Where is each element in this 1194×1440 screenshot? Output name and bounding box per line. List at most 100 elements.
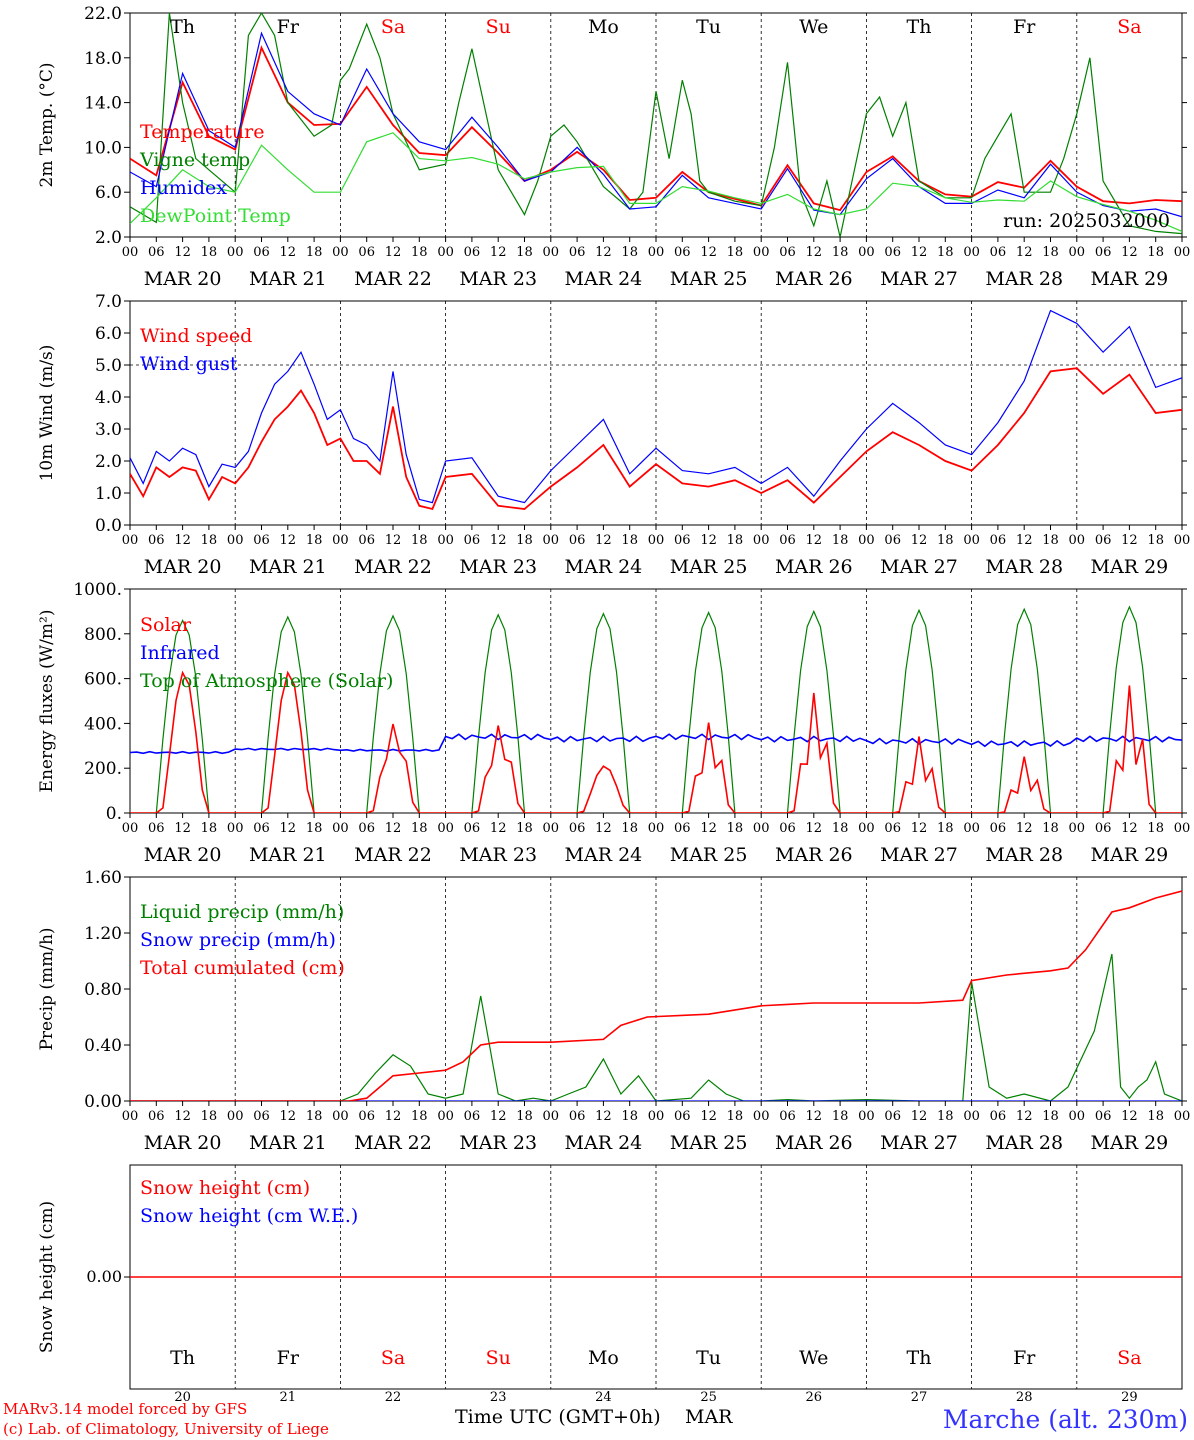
x-date-label: MAR 22: [354, 556, 432, 578]
x-tick-label: 12: [700, 533, 717, 548]
x-date-label: MAR 25: [670, 1132, 748, 1154]
legend-entry: Wind gust: [140, 353, 238, 375]
x-tick-label: 00: [543, 1109, 560, 1124]
legend-entry: Liquid precip (mm/h): [140, 901, 344, 923]
x-tick-label: 12: [490, 533, 507, 548]
x-tick-label: 00: [648, 533, 665, 548]
y-tick-label: 200.: [84, 759, 122, 779]
x-tick-label: 06: [1095, 533, 1112, 548]
day-number-label: 29: [1121, 1390, 1138, 1405]
x-tick-label: 18: [516, 1109, 533, 1124]
x-tick-label: 00: [227, 1109, 244, 1124]
y-tick-label: 22.0: [84, 4, 122, 24]
weekday-label: Sa: [1117, 1347, 1141, 1369]
series-line-toa: [130, 605, 1182, 813]
legend-entry: Vigne temp: [139, 149, 250, 171]
x-tick-label: 06: [148, 533, 165, 548]
x-tick-label: 00: [858, 821, 875, 836]
x-date-label: MAR 28: [985, 556, 1063, 578]
x-tick-label: 00: [227, 533, 244, 548]
x-tick-label: 18: [1042, 821, 1059, 836]
x-date-label: MAR 28: [985, 1132, 1063, 1154]
legend-entry: Snow height (cm W.E.): [140, 1205, 358, 1227]
x-tick-label: 00: [1069, 821, 1086, 836]
x-date-label: MAR 27: [880, 1132, 958, 1154]
x-tick-label: 12: [280, 821, 297, 836]
run-label: run: 2025032000: [1003, 210, 1170, 232]
x-tick-label: 18: [516, 245, 533, 260]
x-tick-label: 00: [858, 245, 875, 260]
x-tick-label: 12: [280, 245, 297, 260]
y-tick-label: 800.: [84, 625, 122, 645]
x-tick-label: 12: [595, 1109, 612, 1124]
x-date-label: MAR 29: [1091, 1132, 1169, 1154]
x-date-label: MAR 25: [670, 556, 748, 578]
series-line-temperature: [130, 45, 1182, 212]
x-tick-label: 06: [674, 821, 691, 836]
weekday-label: We: [799, 1347, 828, 1369]
x-tick-label: 12: [806, 245, 823, 260]
series-line-liquid-precip-mm-h-: [130, 953, 1182, 1101]
y-tick-label: 1.20: [84, 924, 122, 944]
x-tick-label: 18: [832, 821, 849, 836]
x-date-label: MAR 21: [249, 844, 327, 866]
y-tick-label: 0.00: [86, 1267, 122, 1286]
day-number-label: 23: [490, 1390, 507, 1405]
x-tick-label: 00: [1069, 245, 1086, 260]
x-tick-label: 00: [437, 533, 454, 548]
legend-entry: DewPoint Temp: [140, 205, 291, 227]
x-tick-label: 12: [385, 245, 402, 260]
x-tick-label: 18: [1147, 1109, 1164, 1124]
x-tick-label: 18: [1147, 821, 1164, 836]
x-tick-label: 12: [490, 245, 507, 260]
x-tick-label: 18: [201, 1109, 218, 1124]
weekday-label: Th: [907, 16, 932, 38]
x-tick-label: 06: [569, 245, 586, 260]
x-tick-label: 06: [674, 1109, 691, 1124]
x-tick-label: 06: [674, 245, 691, 260]
x-tick-label: 06: [253, 821, 270, 836]
x-tick-label: 06: [358, 821, 375, 836]
x-date-label: MAR 28: [985, 268, 1063, 290]
x-tick-label: 12: [1016, 245, 1033, 260]
x-tick-label: 06: [464, 1109, 481, 1124]
x-tick-label: 06: [884, 821, 901, 836]
x-tick-label: 06: [569, 1109, 586, 1124]
x-tick-label: 18: [1042, 533, 1059, 548]
x-tick-label: 12: [1016, 821, 1033, 836]
x-tick-label: 00: [648, 245, 665, 260]
x-tick-label: 12: [806, 533, 823, 548]
x-tick-label: 06: [148, 1109, 165, 1124]
x-tick-label: 00: [332, 533, 349, 548]
x-date-label: MAR 20: [144, 268, 222, 290]
y-tick-label: 0.0: [95, 516, 122, 536]
x-tick-label: 12: [385, 533, 402, 548]
month-label: MAR: [685, 1406, 733, 1428]
x-tick-label: 06: [990, 533, 1007, 548]
x-tick-label: 12: [595, 821, 612, 836]
day-number-label: 22: [385, 1390, 402, 1405]
day-number-label: 21: [280, 1390, 297, 1405]
x-tick-label: 06: [884, 533, 901, 548]
series-line-solar: [130, 670, 1182, 813]
legend-entry: Snow height (cm): [140, 1177, 310, 1199]
x-tick-label: 18: [306, 1109, 323, 1124]
x-tick-label: 06: [253, 1109, 270, 1124]
x-tick-label: 00: [858, 1109, 875, 1124]
x-tick-label: 18: [1147, 245, 1164, 260]
x-date-label: MAR 21: [249, 556, 327, 578]
x-tick-label: 00: [648, 821, 665, 836]
series-line-total-cumulated-cm-: [130, 890, 1182, 1101]
x-date-label: MAR 26: [775, 268, 853, 290]
x-tick-label: 06: [464, 821, 481, 836]
x-tick-label: 06: [148, 821, 165, 836]
x-tick-label: 18: [201, 821, 218, 836]
y-axis-label: 2m Temp. (°C): [37, 62, 57, 187]
weekday-label: Sa: [381, 1347, 405, 1369]
day-number-label: 26: [806, 1390, 823, 1405]
x-tick-label: 06: [253, 533, 270, 548]
x-tick-label: 00: [122, 821, 139, 836]
x-tick-label: 06: [779, 821, 796, 836]
x-tick-label: 06: [569, 821, 586, 836]
x-tick-label: 00: [543, 245, 560, 260]
